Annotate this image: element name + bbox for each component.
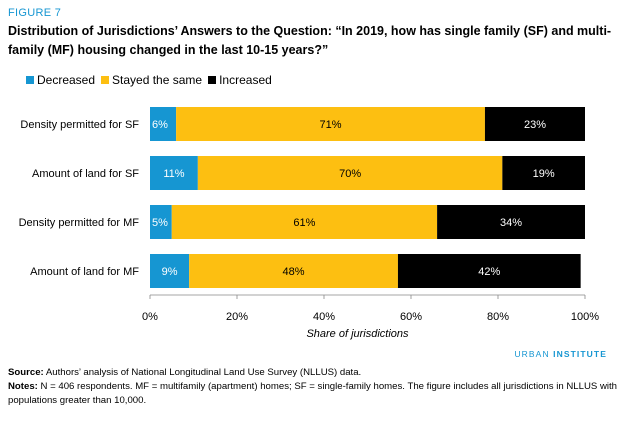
legend-label-increased: Increased [219, 73, 272, 87]
x-tick-label-80: 80% [487, 311, 509, 323]
source-note: Source: Authors’ analysis of National Lo… [8, 367, 362, 378]
data-label-amount-of-land-for-sf-decreased: 11% [163, 168, 184, 180]
data-label-amount-of-land-for-mf-decreased: 9% [162, 266, 178, 278]
stacked-bar-chart: Density permitted for SF 6% 71% 23% Amount o… [19, 107, 599, 340]
data-label-amount-of-land-for-mf-stayed-the-same: 48% [283, 266, 305, 278]
bar-amount-of-land-for-sf-stayed-the-same [197, 156, 503, 190]
legend-label-stayed-the-same: Stayed the same [112, 73, 203, 87]
legend-label-decreased: Decreased [37, 73, 96, 87]
figure-label: FIGURE 7 [8, 7, 62, 19]
legend-item-decreased: Decreased [26, 73, 95, 87]
legend-item-stayed-the-same: Stayed the same [101, 73, 202, 87]
bar-density-permitted-for-sf-increased [484, 107, 585, 141]
bar-amount-of-land-for-mf-stayed-the-same [189, 254, 398, 288]
x-tick-label-40: 40% [313, 311, 335, 323]
data-label-density-permitted-for-mf-increased: 34% [500, 217, 522, 229]
data-label-amount-of-land-for-mf-increased: 42% [478, 266, 500, 278]
bar-amount-of-land-for-mf-decreased [150, 254, 190, 288]
data-label-density-permitted-for-sf-increased: 23% [524, 119, 546, 131]
bar-density-permitted-for-sf-stayed-the-same [176, 107, 485, 141]
data-label-amount-of-land-for-sf-stayed-the-same: 70% [339, 168, 361, 180]
notes: Notes: N = 406 respondents. MF = multifa… [8, 381, 618, 406]
x-tick-label-100: 100% [571, 311, 599, 323]
legend-item-increased: Increased [208, 73, 272, 87]
legend-swatch-increased [208, 76, 217, 84]
bar-density-permitted-for-mf-stayed-the-same [171, 205, 438, 239]
data-label-density-permitted-for-sf-decreased: 6% [152, 119, 168, 131]
category-label-amount-of-land-for-sf: Amount of land for SF [32, 168, 139, 180]
data-label-density-permitted-for-mf-stayed-the-same: 61% [293, 217, 315, 229]
x-tick-label-0: 0% [142, 311, 158, 323]
bar-amount-of-land-for-sf-decreased [150, 156, 198, 190]
legend: Decreased Stayed the same Increased [26, 73, 278, 87]
bar-density-permitted-for-mf-increased [437, 205, 585, 239]
category-label-amount-of-land-for-mf: Amount of land for MF [30, 266, 139, 278]
bar-amount-of-land-for-sf-increased [502, 156, 585, 190]
footer: Source: Authors’ analysis of National Lo… [8, 366, 620, 408]
category-label-density-permitted-for-mf: Density permitted for MF [19, 217, 140, 229]
legend-swatch-stayed-the-same [101, 76, 110, 84]
bar-density-permitted-for-sf-decreased [150, 107, 177, 141]
x-tick-label-60: 60% [400, 311, 422, 323]
bar-density-permitted-for-mf-decreased [150, 205, 172, 239]
bar-amount-of-land-for-mf-increased [397, 254, 581, 288]
data-label-amount-of-land-for-sf-increased: 19% [533, 168, 555, 180]
x-axis-label: Share of jurisdictions [306, 328, 409, 340]
chart-title: Distribution of Jurisdictions’ Answers t… [8, 24, 612, 57]
x-tick-label-20: 20% [226, 311, 248, 323]
brand-logo: URBAN INSTITUTE [514, 349, 607, 359]
category-label-density-permitted-for-sf: Density permitted for SF [20, 119, 139, 131]
data-label-density-permitted-for-mf-decreased: 5% [152, 217, 168, 229]
data-label-density-permitted-for-sf-stayed-the-same: 71% [320, 119, 342, 131]
legend-swatch-decreased [26, 76, 34, 84]
